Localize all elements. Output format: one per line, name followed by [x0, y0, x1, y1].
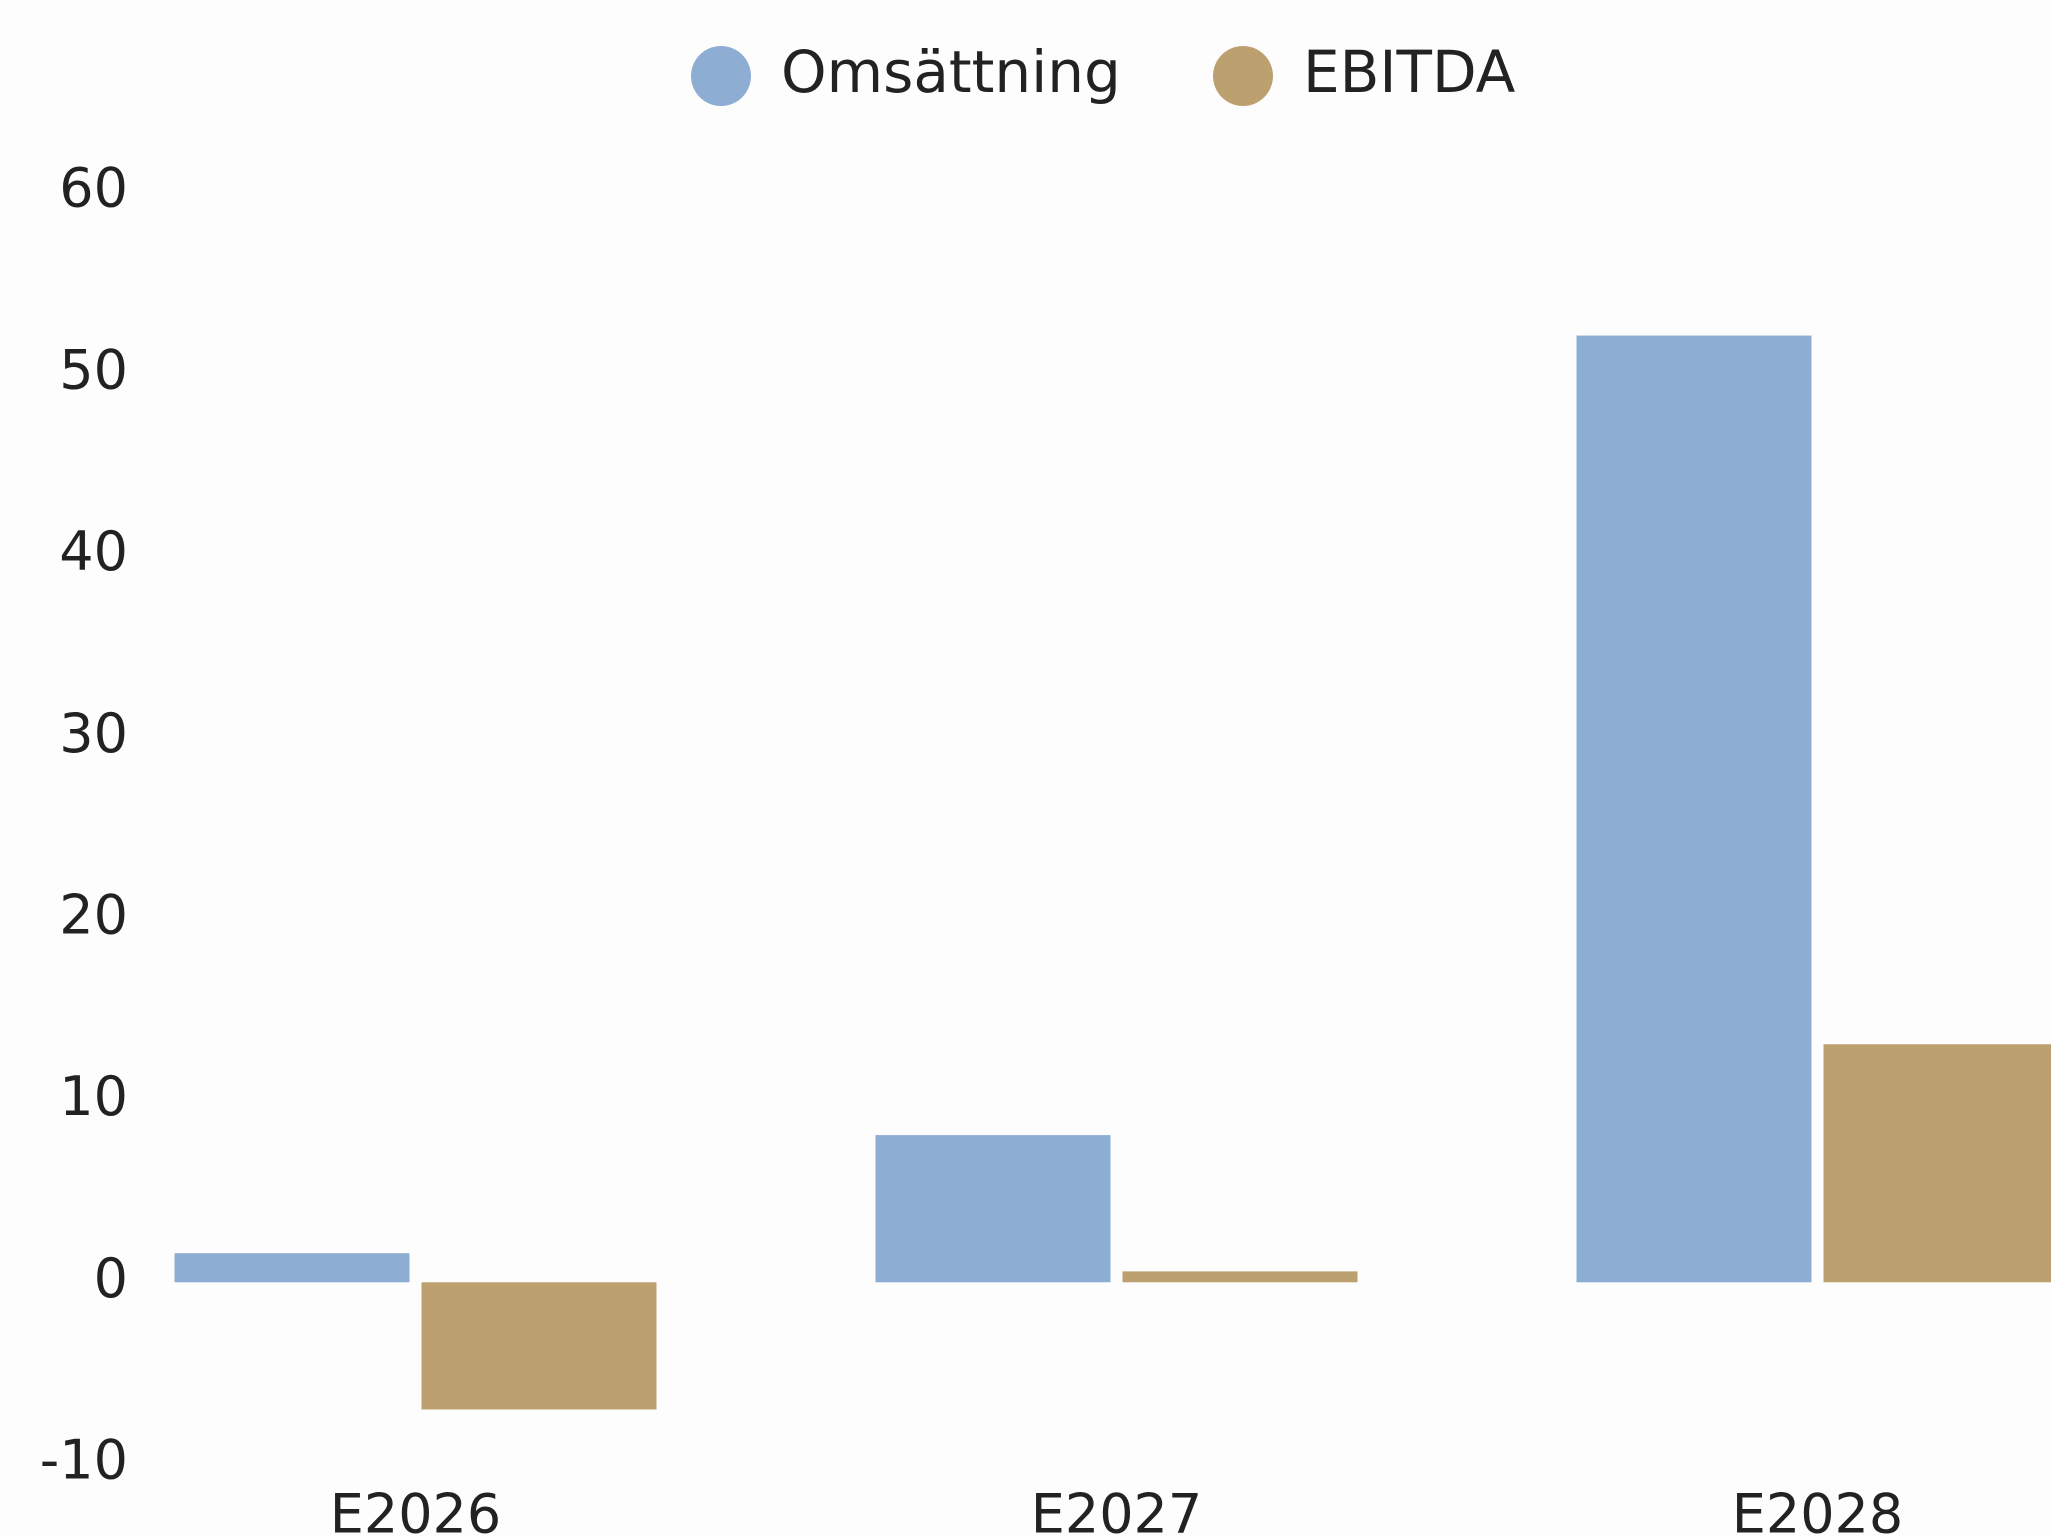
y-tick-label: 60	[59, 157, 128, 220]
y-tick-label: 40	[59, 520, 128, 583]
bar	[1122, 1271, 1358, 1283]
legend-swatch	[691, 46, 751, 106]
bar	[174, 1253, 410, 1283]
bar	[1576, 335, 1812, 1283]
y-tick-label: 10	[59, 1065, 128, 1128]
legend-swatch	[1213, 46, 1273, 106]
y-tick-label: 50	[59, 338, 128, 401]
y-tick-label: 0	[94, 1247, 128, 1310]
y-tick-label: -10	[40, 1429, 128, 1492]
legend-label: EBITDA	[1303, 38, 1516, 106]
x-tick-label: E2028	[1732, 1483, 1904, 1537]
y-tick-label: 20	[59, 883, 128, 946]
bar	[421, 1282, 657, 1410]
x-tick-label: E2026	[330, 1483, 502, 1537]
y-tick-label: 30	[59, 702, 128, 765]
x-tick-label: E2027	[1031, 1483, 1203, 1537]
legend-label: Omsättning	[781, 38, 1121, 106]
bar	[1823, 1044, 2051, 1283]
bar	[875, 1135, 1111, 1283]
